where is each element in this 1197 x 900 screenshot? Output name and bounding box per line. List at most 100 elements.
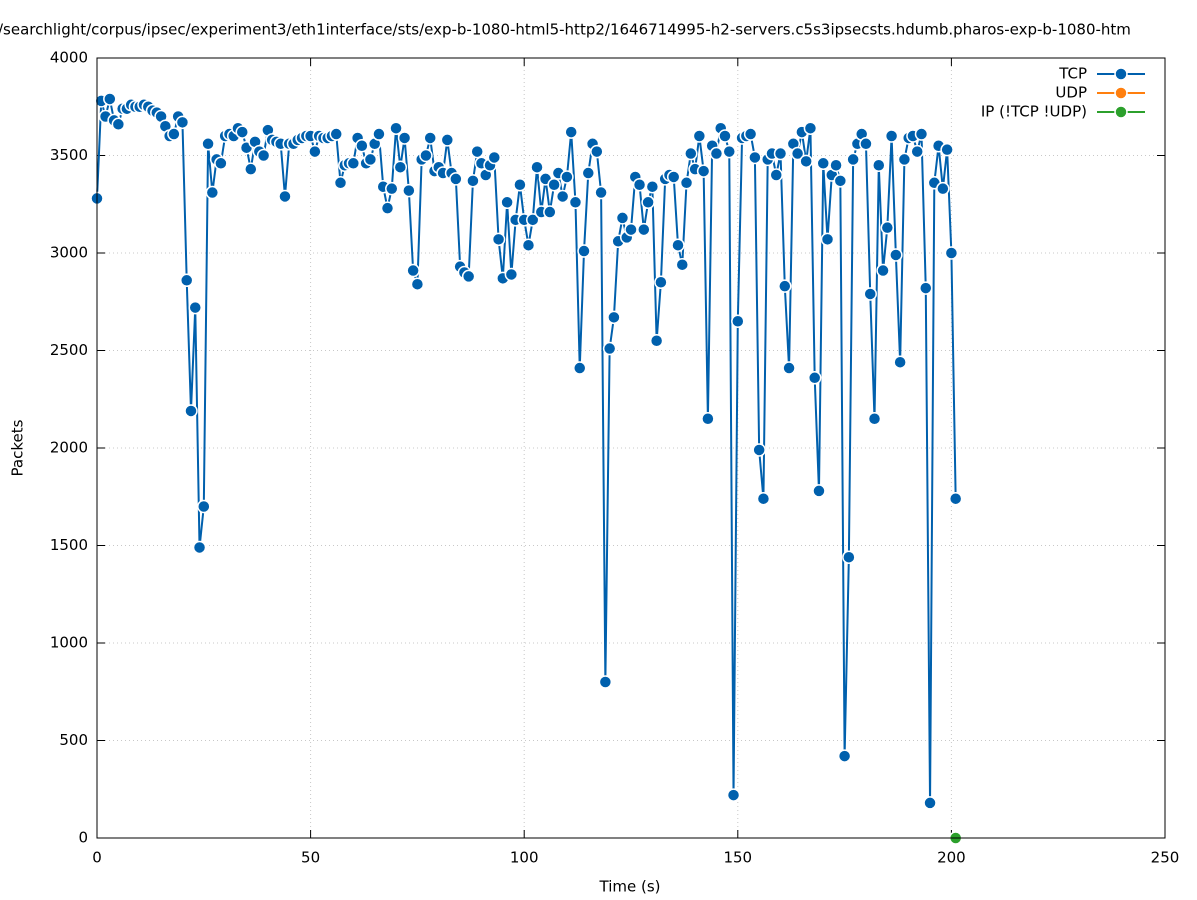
data-point: [632, 178, 647, 192]
data-point: [769, 168, 783, 182]
data-point: [722, 144, 737, 159]
data-point: [602, 341, 617, 356]
data-point: [214, 156, 228, 171]
data-point: [560, 170, 574, 184]
data-point: [188, 300, 203, 315]
data-point: [487, 150, 502, 165]
data-point: [910, 144, 924, 159]
data-point: [393, 160, 408, 174]
data-point: [500, 195, 514, 210]
y-tick-label: 2000: [50, 439, 88, 457]
data-point: [179, 273, 194, 288]
plot-area: [90, 92, 963, 845]
data-point: [752, 443, 766, 457]
data-point: [466, 174, 480, 188]
data-point: [872, 158, 886, 172]
data-point: [782, 361, 796, 375]
data-point: [812, 484, 826, 498]
data-point: [756, 491, 771, 506]
data-point: [936, 181, 950, 196]
data-point: [440, 133, 455, 147]
data-point: [709, 146, 724, 161]
data-point: [666, 170, 681, 184]
y-tick-label: 3500: [50, 146, 88, 164]
data-point: [867, 412, 882, 426]
data-point: [842, 550, 856, 564]
data-point: [111, 117, 126, 132]
data-point: [829, 158, 843, 172]
data-point: [513, 178, 527, 192]
data-point: [807, 371, 822, 385]
data-point: [346, 156, 361, 171]
data-point: [577, 244, 591, 258]
data-point: [355, 139, 369, 153]
data-point: [594, 185, 608, 200]
data-point: [731, 314, 745, 328]
data-point: [944, 246, 959, 260]
data-point: [940, 142, 954, 157]
data-point: [423, 131, 437, 145]
y-tick-label: 2500: [50, 341, 88, 359]
data-point: [684, 146, 698, 161]
legend-marker: [1114, 67, 1128, 81]
data-point: [748, 150, 762, 165]
data-point: [402, 183, 416, 198]
y-axis-label: Packets: [9, 419, 27, 476]
data-point: [637, 222, 651, 237]
data-point: [521, 238, 536, 252]
data-point: [837, 749, 852, 763]
legend-marker: [1114, 105, 1128, 119]
data-point: [718, 129, 732, 143]
data-point: [846, 152, 860, 167]
data-point: [645, 179, 660, 194]
data-point: [256, 148, 271, 163]
data-point: [692, 129, 707, 143]
data-point: [308, 144, 322, 159]
data-point: [103, 92, 117, 106]
data-point: [184, 404, 198, 418]
data-point: [201, 137, 215, 151]
data-point: [598, 675, 613, 689]
x-axis-label: Time (s): [599, 878, 661, 896]
data-point: [884, 129, 899, 143]
data-point: [820, 232, 835, 247]
data-point: [641, 195, 655, 210]
data-point: [624, 222, 638, 237]
data-point: [530, 160, 544, 174]
data-point: [470, 144, 484, 159]
data-point: [880, 220, 895, 235]
data-point: [491, 232, 506, 247]
data-point: [235, 125, 249, 139]
data-point: [799, 154, 813, 169]
data-point: [696, 164, 711, 178]
legend-label: IP (!TCP !UDP): [981, 103, 1087, 121]
data-point: [419, 148, 433, 163]
data-point: [876, 263, 890, 278]
data-point: [372, 127, 386, 141]
data-point: [385, 181, 399, 196]
data-point: [654, 275, 668, 289]
data-point: [547, 178, 561, 192]
data-point: [205, 185, 220, 200]
y-tick-label: 4000: [50, 49, 88, 67]
data-point: [679, 176, 694, 190]
data-point: [948, 491, 963, 506]
data-point: [555, 189, 570, 204]
data-point: [833, 174, 848, 188]
data-point: [790, 146, 805, 161]
data-point: [197, 499, 211, 514]
legend-label: TCP: [1058, 65, 1087, 83]
data-point: [803, 121, 818, 135]
data-point: [363, 152, 378, 167]
data-point: [167, 127, 181, 141]
x-tick-label: 250: [1151, 849, 1180, 867]
legend-label: UDP: [1055, 84, 1087, 102]
data-point: [278, 189, 292, 204]
data-point: [923, 796, 937, 810]
data-point: [581, 166, 596, 180]
y-tick-label: 1500: [50, 536, 88, 554]
data-point: [461, 269, 476, 284]
data-point: [893, 355, 907, 369]
data-point: [726, 788, 741, 802]
